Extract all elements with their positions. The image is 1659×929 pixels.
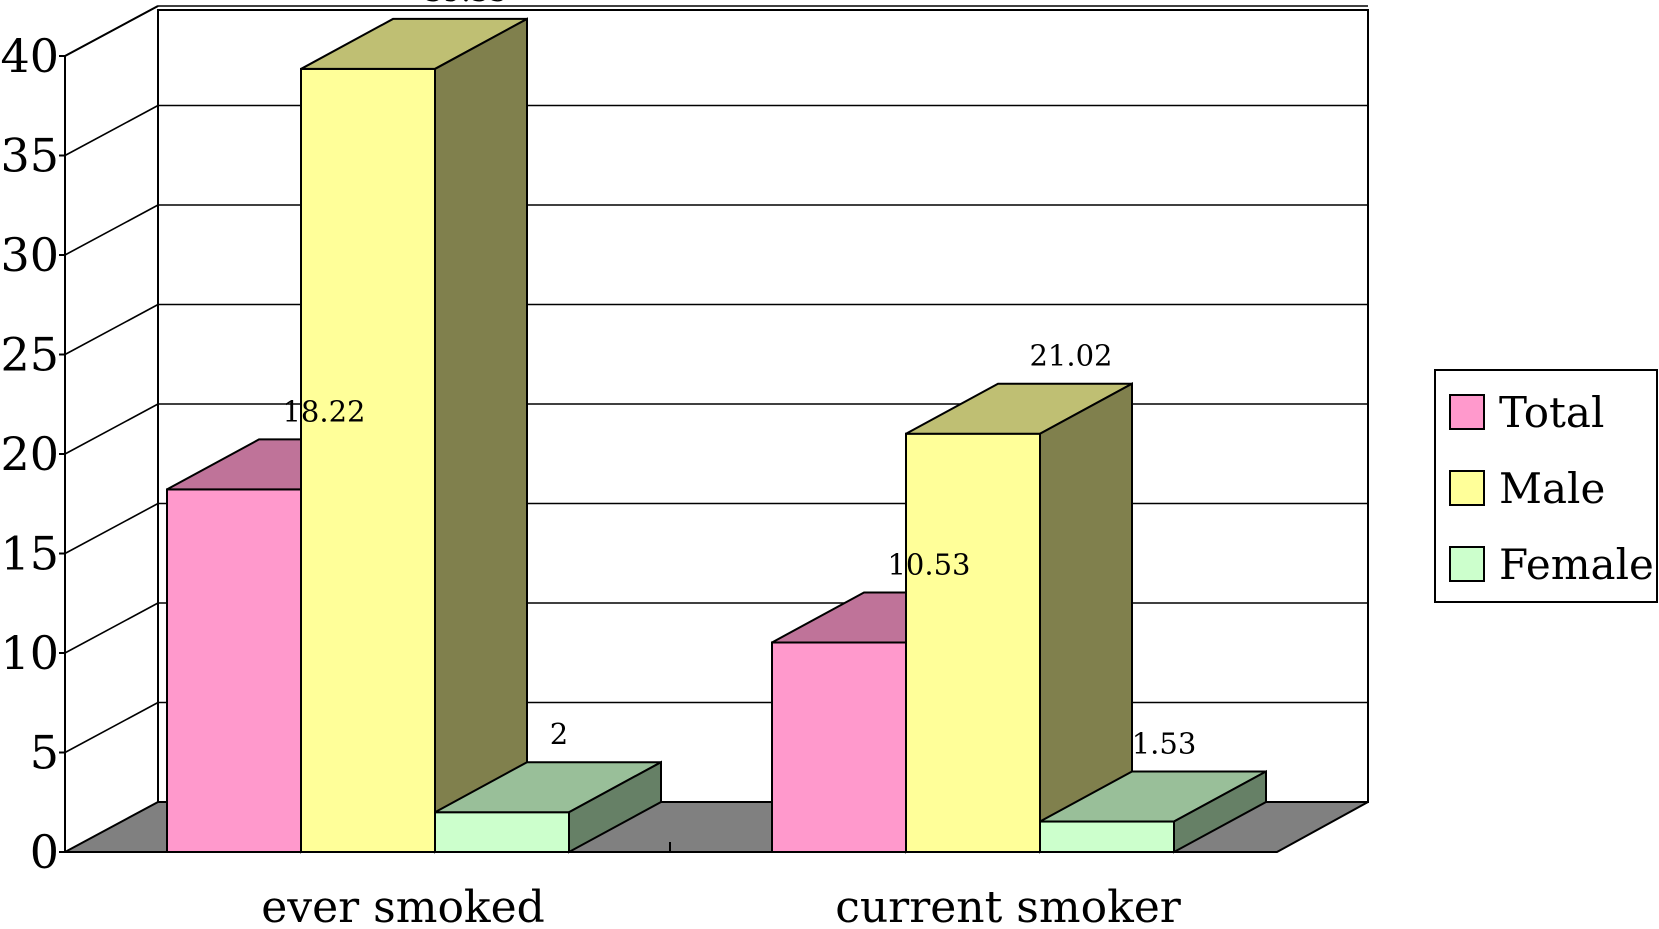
data-label: 10.53 bbox=[887, 547, 970, 581]
legend-swatch bbox=[1449, 394, 1485, 430]
y-tick-label: 30 bbox=[0, 228, 59, 282]
bar-front bbox=[300, 67, 436, 853]
y-tick-label: 15 bbox=[0, 527, 59, 581]
y-axis: 0 5 10 15 20 25 30 35 40 bbox=[0, 29, 66, 879]
legend-swatch bbox=[1449, 546, 1485, 582]
bar-front bbox=[166, 488, 302, 853]
y-tick-label: 5 bbox=[30, 726, 59, 780]
x-tick-label: ever smoked bbox=[261, 882, 545, 929]
data-label: 18.22 bbox=[282, 394, 365, 428]
gridline-side bbox=[64, 5, 159, 57]
bar bbox=[1039, 769, 1267, 854]
gridline-side bbox=[64, 303, 159, 356]
bar-front bbox=[771, 641, 907, 853]
bar-side bbox=[568, 760, 662, 854]
gridline-side bbox=[64, 502, 159, 555]
bars bbox=[166, 17, 1267, 854]
y-tick-label: 10 bbox=[0, 626, 59, 680]
data-label: 2 bbox=[550, 717, 568, 751]
data-label: 21.02 bbox=[1029, 339, 1112, 373]
gridline-side bbox=[64, 403, 159, 455]
bar bbox=[905, 382, 1133, 854]
y-tick-label: 0 bbox=[30, 825, 59, 879]
y-tick-label: 20 bbox=[0, 427, 59, 481]
legend-swatch bbox=[1449, 470, 1485, 506]
legend-label: Male bbox=[1499, 464, 1605, 513]
y-tick-label: 40 bbox=[0, 29, 59, 83]
bar-front bbox=[905, 432, 1041, 853]
bar-front bbox=[1039, 820, 1175, 853]
legend-label: Total bbox=[1499, 388, 1604, 437]
gridline-side bbox=[64, 602, 159, 654]
y-tick-label: 35 bbox=[0, 129, 59, 183]
data-label: 1.53 bbox=[1132, 727, 1197, 761]
x-tick-label: current smoker bbox=[835, 882, 1182, 929]
bar bbox=[434, 760, 662, 854]
bar bbox=[300, 17, 528, 854]
legend: Total Male Female bbox=[1434, 369, 1658, 603]
x-axis: ever smoked current smoker bbox=[65, 842, 1275, 929]
bar-front bbox=[434, 811, 570, 854]
bar-side bbox=[434, 17, 528, 854]
data-label: 39.35 bbox=[424, 0, 507, 8]
gridline-side bbox=[64, 104, 159, 157]
gridline-side bbox=[64, 701, 159, 754]
gridline-side bbox=[64, 204, 159, 256]
legend-label: Female bbox=[1499, 540, 1654, 589]
bar-side bbox=[1173, 769, 1267, 854]
y-tick-label: 25 bbox=[0, 328, 59, 382]
data-labels: 18.22 39.35 2 10.53 21.02 1.53 bbox=[282, 0, 1196, 761]
